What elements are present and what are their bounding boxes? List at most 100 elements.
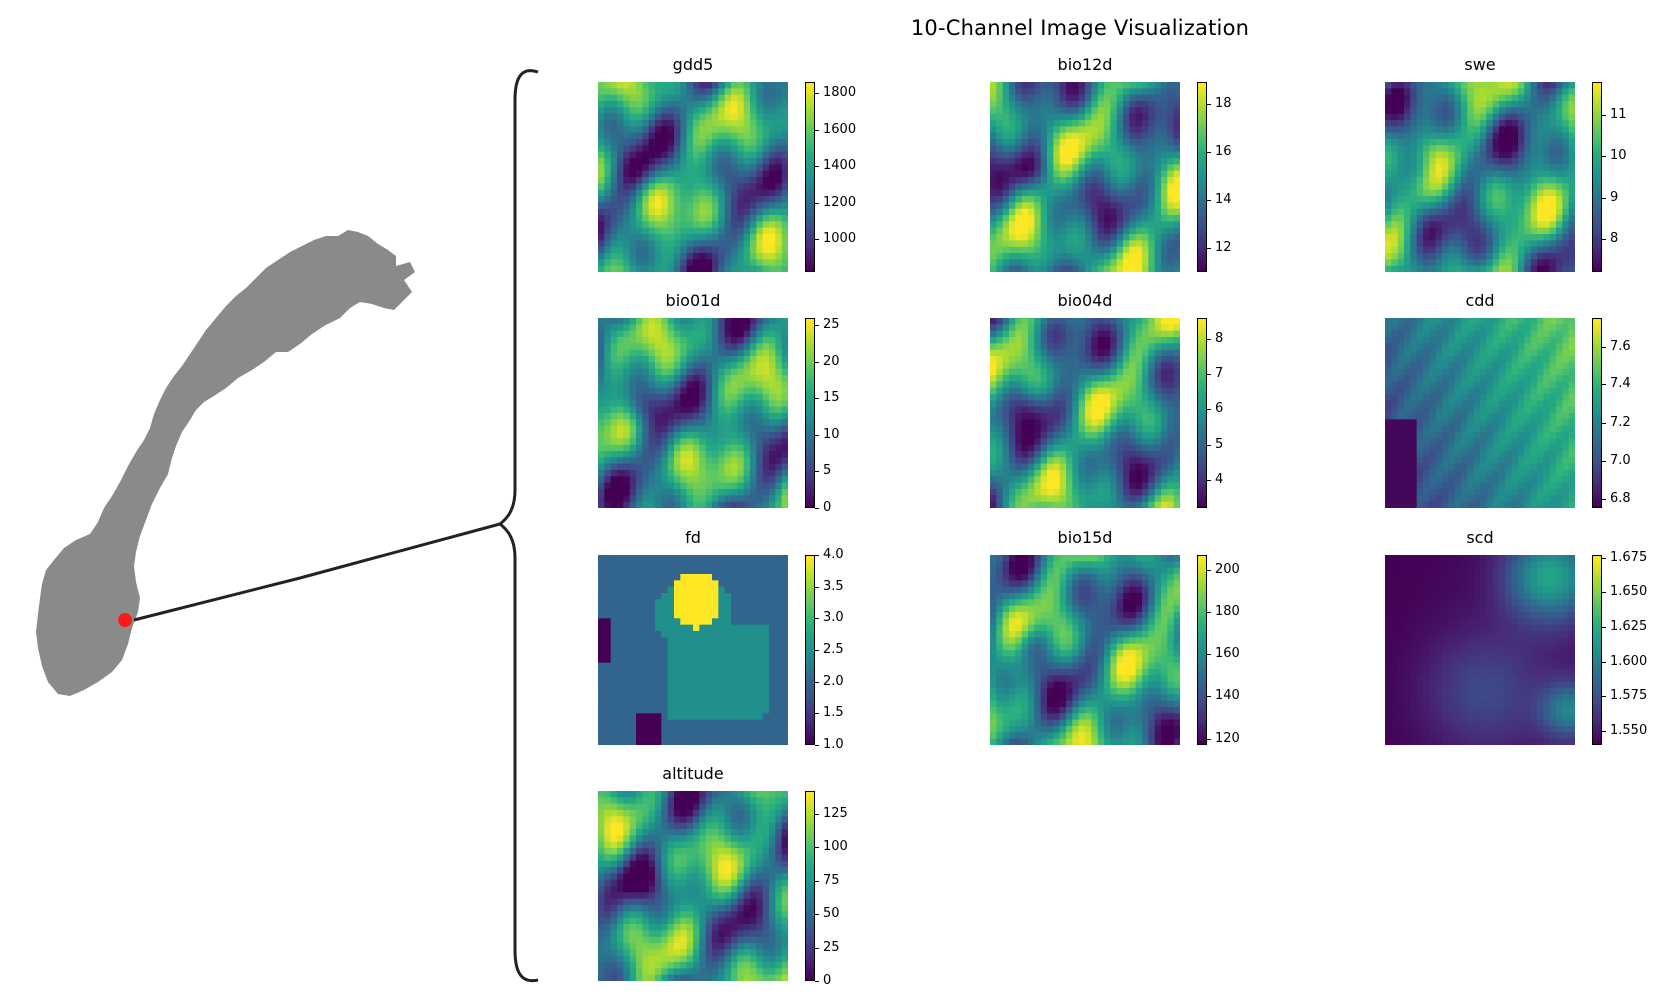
heatmap-cell — [1154, 132, 1162, 140]
heatmap-cell — [1410, 227, 1418, 235]
heatmap-cell — [610, 208, 618, 216]
heatmap-cell — [1047, 495, 1054, 503]
heatmap-cell — [769, 406, 776, 414]
heatmap-cell — [724, 438, 732, 446]
heatmap-cell — [1385, 400, 1392, 408]
heatmap-cell — [712, 457, 719, 465]
heatmap-cell — [1568, 215, 1575, 222]
heatmap-cell — [762, 489, 770, 496]
heatmap-cell — [1142, 362, 1149, 370]
heatmap-cell — [1047, 489, 1054, 496]
heatmap-cell — [1059, 368, 1067, 376]
heatmap-cell — [1448, 330, 1456, 338]
heatmap-cell — [680, 126, 688, 134]
heatmap-cell — [1167, 419, 1175, 427]
heatmap-cell — [655, 463, 662, 471]
heatmap-cell — [610, 362, 618, 370]
heatmap-cell — [1002, 189, 1010, 197]
heatmap-cell — [1167, 139, 1175, 146]
heatmap-cell — [1429, 337, 1437, 344]
heatmap-cell — [1040, 362, 1048, 370]
heatmap-cell — [667, 139, 675, 146]
heatmap-cell — [686, 495, 694, 503]
heatmap-cell — [1473, 196, 1481, 203]
heatmap-cell — [1167, 476, 1175, 484]
heatmap-cell — [1116, 259, 1124, 267]
heatmap-cell — [1499, 246, 1506, 254]
heatmap-cell — [1385, 132, 1392, 140]
heatmap-cell — [1467, 151, 1475, 159]
heatmap-cell — [617, 406, 624, 414]
heatmap-cell — [1021, 324, 1029, 332]
heatmap-cell — [680, 501, 688, 508]
heatmap-cell — [990, 265, 997, 272]
heatmap-cell — [598, 451, 605, 458]
heatmap-cell — [680, 177, 688, 184]
heatmap-cell — [1116, 425, 1124, 433]
heatmap-cell — [655, 419, 662, 427]
heatmap-cell — [1002, 432, 1010, 439]
heatmap-cell — [1015, 330, 1023, 338]
heatmap-cell — [642, 362, 650, 370]
heatmap-cell — [1461, 196, 1468, 203]
heatmap-cell — [731, 419, 738, 427]
heatmap-cell — [1530, 158, 1538, 165]
heatmap-cell — [1085, 101, 1092, 108]
heatmap-cell — [1524, 400, 1532, 408]
heatmap-cell — [1116, 330, 1124, 338]
heatmap-cell — [1091, 88, 1099, 96]
heatmap-cell — [737, 444, 745, 452]
heatmap-cell — [1530, 164, 1538, 172]
heatmap-cell — [648, 107, 656, 115]
heatmap-cell — [705, 356, 713, 363]
heatmap-cell — [617, 120, 624, 127]
heatmap-cell — [1110, 356, 1118, 363]
heatmap-cell — [718, 425, 726, 433]
heatmap-cell — [1410, 113, 1418, 121]
heatmap-cell — [1009, 463, 1016, 471]
heatmap-cell — [1486, 234, 1494, 241]
heatmap-cell — [1104, 501, 1111, 508]
heatmap-cell — [1537, 132, 1544, 140]
heatmap-cell — [674, 120, 681, 127]
heatmap-cell — [1078, 476, 1086, 484]
heatmap-cell — [1085, 227, 1092, 235]
heatmap-cell — [1116, 419, 1124, 427]
heatmap-cell — [1123, 170, 1130, 178]
heatmap-cell — [1028, 227, 1035, 235]
heatmap-cell — [1104, 438, 1111, 446]
heatmap-cell — [769, 259, 776, 267]
heatmap-cell — [686, 265, 694, 272]
heatmap-cell — [731, 253, 738, 260]
heatmap-cell — [743, 227, 751, 235]
heatmap-cell — [724, 94, 732, 102]
heatmap-cell — [712, 413, 719, 420]
heatmap-cell — [1059, 126, 1067, 134]
heatmap-cell — [667, 394, 675, 401]
heatmap-cell — [1142, 356, 1149, 363]
heatmap-cell — [750, 132, 757, 140]
heatmap-cell — [1492, 394, 1500, 401]
heatmap-cell — [1537, 368, 1544, 376]
heatmap-cell — [769, 362, 776, 370]
heatmap-cell — [693, 387, 700, 395]
heatmap-cell — [1066, 259, 1073, 267]
heatmap-cell — [1034, 113, 1042, 121]
heatmap-cell — [1116, 444, 1124, 452]
heatmap-cell — [1161, 227, 1168, 235]
heatmap-cell — [1416, 196, 1424, 203]
heatmap-cell — [1568, 362, 1575, 370]
heatmap-cell — [718, 318, 726, 325]
heatmap-cell — [1461, 82, 1468, 89]
heatmap-cell — [781, 318, 788, 325]
heatmap-cell — [1097, 227, 1105, 235]
heatmap-cell — [1129, 208, 1137, 216]
heatmap-cell — [661, 259, 669, 267]
heatmap-cell — [667, 126, 675, 134]
heatmap-cell — [1078, 234, 1086, 241]
heatmap-cell — [1543, 318, 1551, 325]
heatmap-cell — [1040, 400, 1048, 408]
heatmap-cell — [1059, 164, 1067, 172]
heatmap-cell — [724, 132, 732, 140]
heatmap-cell — [1009, 470, 1016, 477]
